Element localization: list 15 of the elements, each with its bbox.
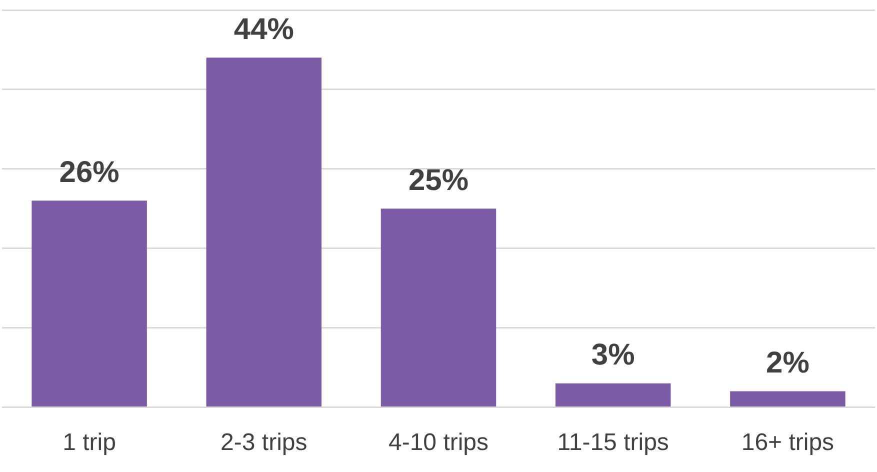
x-tick-label: 1 trip	[62, 429, 116, 456]
x-tick-label: 4-10 trips	[388, 429, 489, 456]
bar	[380, 208, 496, 406]
data-label: 26%	[59, 156, 120, 189]
data-label: 2%	[766, 346, 810, 380]
data-label: 44%	[234, 12, 294, 46]
bar	[730, 391, 846, 406]
x-tick-label: 2-3 trips	[220, 429, 308, 456]
bar	[32, 200, 147, 406]
bar	[206, 58, 322, 406]
data-label: 3%	[591, 338, 635, 372]
data-label: 25%	[408, 164, 469, 197]
x-tick-label: 11-15 trips	[557, 429, 669, 456]
bar	[555, 383, 671, 406]
x-tick-label: 16+ trips	[741, 429, 834, 456]
